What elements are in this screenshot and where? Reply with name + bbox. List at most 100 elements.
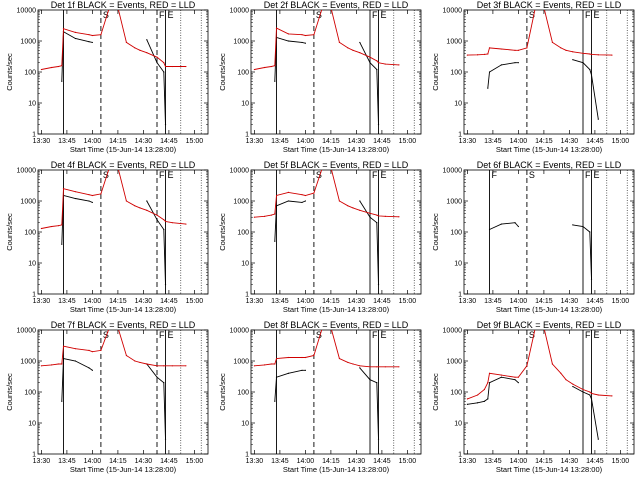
events-point: [589, 394, 591, 396]
x-tick-label: 14:30: [561, 298, 579, 305]
lld-point: [352, 49, 354, 51]
x-tick-label: 14:45: [373, 138, 391, 145]
events-point: [164, 438, 167, 440]
x-tick-label: 13:45: [58, 458, 76, 465]
chart-title: Det 6f BLACK = Events, RED = LLD: [477, 160, 622, 170]
detector-chart: Det 1f BLACK = Events, RED = LLD 1 10 100 10…: [5, 0, 209, 154]
event-marker-label: F: [159, 10, 165, 20]
events-series-line: [487, 59, 599, 120]
x-tick-label: 14:45: [160, 458, 178, 465]
x-tick-label: 14:00: [84, 298, 102, 305]
lld-point: [74, 348, 76, 350]
lld-point: [304, 356, 306, 359]
events-point: [500, 223, 502, 225]
y-tick-label: 10000: [443, 328, 463, 335]
lld-point: [483, 388, 485, 391]
y-tick-label: 1: [32, 292, 36, 299]
lld-point: [51, 66, 53, 69]
y-axis-label: Counts/sec: [218, 53, 227, 91]
x-tick-label: 14:15: [535, 298, 553, 305]
lld-series-line: [254, 330, 399, 368]
x-tick-label: 15:00: [186, 138, 204, 145]
events-point: [156, 219, 158, 221]
events-point: [146, 39, 148, 41]
x-axis-label: Start Time (15-Jun-14 13:28:00): [496, 145, 603, 154]
events-point: [376, 68, 378, 71]
lld-point: [163, 365, 165, 367]
series-group: [488, 222, 593, 280]
x-tick-label: 14:45: [160, 138, 178, 145]
events-point: [304, 42, 306, 44]
events-point: [514, 62, 516, 64]
y-tick-label: 10000: [230, 328, 250, 335]
events-point: [500, 376, 502, 378]
detector-panel: Det 9f BLACK = Events, RED = LLD 1 10 100 10…: [426, 320, 639, 480]
lld-point: [88, 349, 90, 351]
event-marker-label: S: [103, 170, 109, 180]
detector-panel: Det 8f BLACK = Events, RED = LLD 1 10 100 10…: [213, 320, 426, 480]
lld-point: [359, 52, 361, 54]
y-axis-label: Counts/sec: [218, 213, 227, 251]
lld-series-line: [41, 330, 186, 367]
x-tick-label: 14:30: [135, 138, 153, 145]
x-tick-label: 15:00: [186, 298, 204, 305]
detector-panel: Det 6f BLACK = Events, RED = LLD 1 10 100 10…: [426, 160, 639, 320]
x-tick-label: 14:30: [348, 298, 366, 305]
events-series-line: [274, 367, 379, 440]
lld-point: [384, 366, 386, 368]
event-marker-label: E: [381, 10, 387, 20]
events-point: [487, 87, 489, 89]
y-axis-label: Counts/sec: [218, 373, 227, 411]
lld-point: [338, 41, 340, 44]
lld-point: [369, 366, 371, 368]
lld-point: [125, 41, 127, 44]
x-tick-label: 13:45: [484, 138, 502, 145]
lld-point: [156, 214, 158, 216]
lld-point: [597, 394, 599, 396]
lld-point: [352, 363, 354, 365]
event-marker-label: F: [585, 330, 591, 340]
event-marker-label: S: [529, 170, 535, 180]
events-point: [517, 62, 519, 64]
lld-point: [185, 223, 187, 225]
lld-point: [611, 54, 613, 56]
y-tick-label: 1000: [20, 199, 36, 206]
lld-point: [164, 365, 167, 367]
series-group: [466, 10, 613, 120]
lld-point: [500, 48, 502, 50]
y-axis-label: Counts/sec: [431, 53, 440, 91]
lld-point: [589, 391, 591, 393]
lld-point: [477, 54, 479, 56]
events-point: [377, 124, 380, 126]
y-tick-label: 10: [241, 101, 249, 108]
detector-chart: Det 9f BLACK = Events, RED = LLD 1 10 100 10…: [431, 320, 635, 474]
lld-point: [253, 365, 255, 367]
detector-panel: Det 7f BLACK = Events, RED = LLD 1 10 100 10…: [0, 320, 213, 480]
lld-point: [517, 49, 519, 51]
lld-point: [185, 65, 187, 68]
lld-point: [139, 361, 141, 364]
lld-point: [304, 34, 306, 37]
lld-point: [483, 53, 485, 55]
x-tick-label: 14:15: [322, 458, 340, 465]
y-tick-label: 1000: [233, 39, 249, 46]
chart-title: Det 9f BLACK = Events, RED = LLD: [477, 320, 622, 330]
x-tick-label: 13:45: [484, 298, 502, 305]
y-tick-label: 100: [450, 70, 462, 77]
events-point: [590, 74, 593, 76]
lld-point: [270, 214, 272, 216]
events-point: [514, 222, 516, 224]
lld-point: [61, 224, 63, 226]
x-tick-label: 13:45: [484, 458, 502, 465]
lld-point: [287, 33, 289, 35]
lld-point: [61, 65, 63, 67]
events-point: [163, 382, 165, 384]
lld-point: [582, 388, 584, 391]
lld-point: [560, 372, 562, 374]
events-series-line: [489, 222, 592, 280]
lld-point: [88, 34, 90, 36]
lld-point: [91, 34, 93, 37]
x-tick-label: 13:30: [33, 298, 51, 305]
events-point: [377, 438, 380, 440]
events-point: [88, 200, 90, 202]
